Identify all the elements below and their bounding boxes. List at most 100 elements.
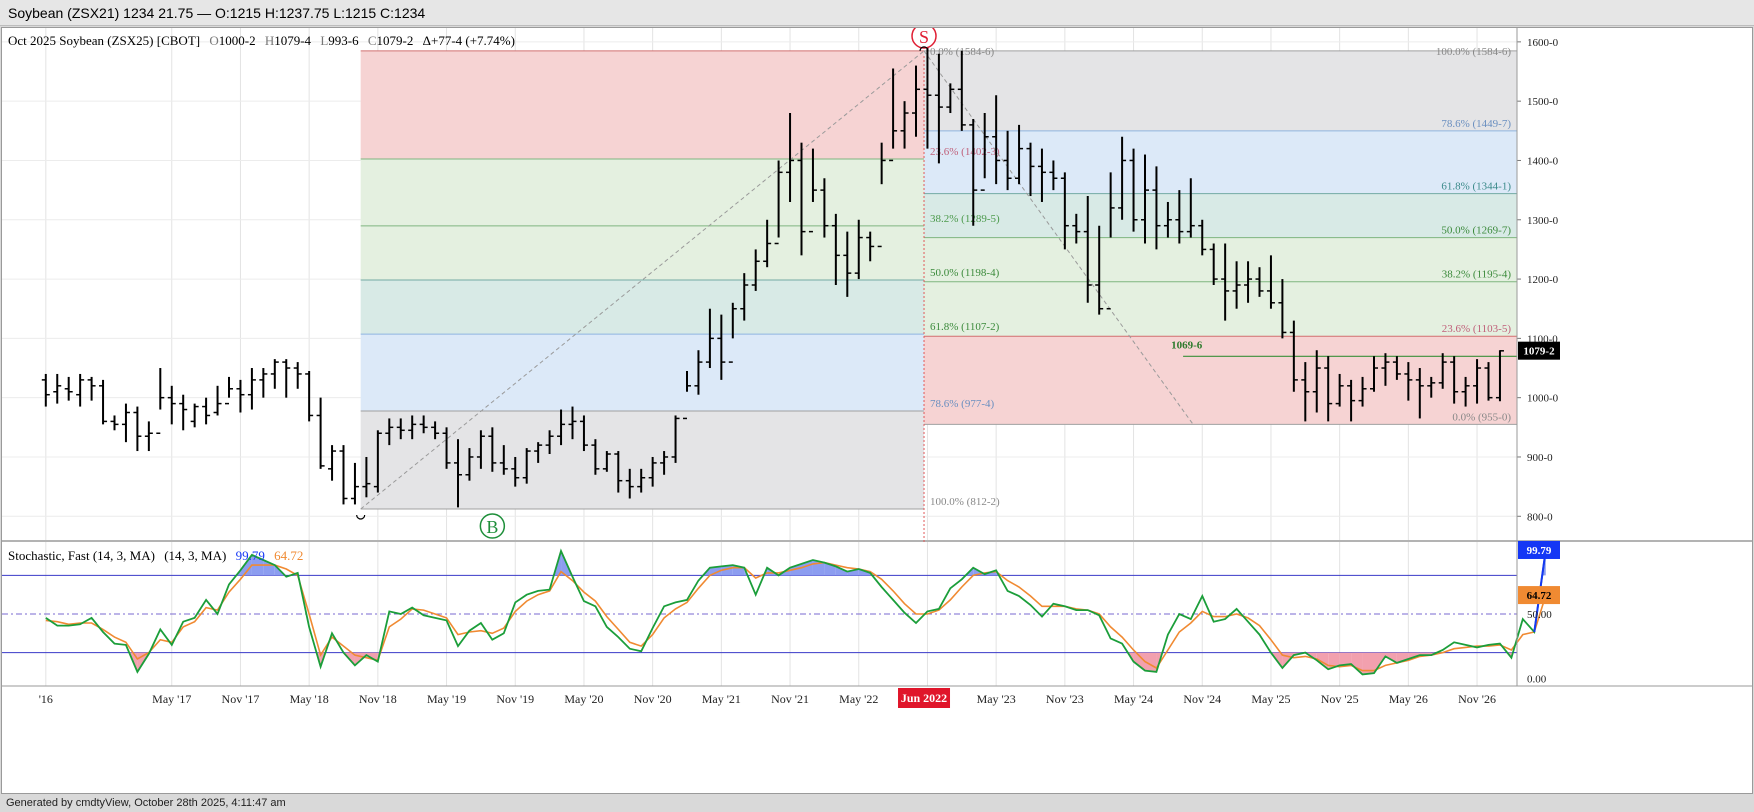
ohlc-bar[interactable] [76, 373, 85, 407]
ohlc-bar[interactable] [64, 376, 73, 401]
ohlc-bar[interactable] [133, 406, 142, 452]
ohlc-bar[interactable] [831, 213, 840, 285]
ohlc-bar[interactable] [1163, 201, 1172, 238]
ohlc-bar[interactable] [190, 403, 199, 428]
ohlc-bar[interactable] [1095, 225, 1104, 315]
ohlc-bar[interactable] [557, 409, 566, 446]
ohlc-bar[interactable] [396, 418, 405, 440]
ohlc-bar[interactable] [1118, 136, 1127, 220]
ohlc-bar[interactable] [992, 95, 1001, 185]
ohlc-bar[interactable] [843, 231, 852, 297]
ohlc-bar[interactable] [1381, 353, 1390, 386]
ohlc-bar[interactable] [637, 468, 646, 493]
ohlc-bar[interactable] [350, 462, 359, 505]
ohlc-bar[interactable] [1049, 160, 1058, 191]
ohlc-bar[interactable] [1495, 350, 1504, 402]
ohlc-bar[interactable] [1015, 124, 1024, 185]
ohlc-bar[interactable] [671, 415, 680, 463]
ohlc-bar[interactable] [419, 415, 428, 434]
ohlc-bar[interactable] [854, 219, 863, 280]
stoch-k-line[interactable] [45, 548, 1547, 676]
ohlc-bar[interactable] [1198, 219, 1207, 256]
ohlc-bar[interactable] [1438, 353, 1447, 389]
ohlc-bar[interactable] [1427, 376, 1436, 398]
ohlc-bar[interactable] [225, 376, 233, 405]
ohlc-bar[interactable] [522, 448, 531, 484]
ohlc-bar[interactable] [121, 403, 130, 443]
ohlc-bar[interactable] [705, 308, 714, 369]
ohlc-bar[interactable] [259, 368, 268, 398]
ohlc-bar[interactable] [1278, 279, 1287, 339]
ohlc-bar[interactable] [1358, 376, 1367, 407]
ohlc-bar[interactable] [545, 430, 554, 455]
ohlc-bar[interactable] [316, 397, 325, 469]
ohlc-bar[interactable] [877, 142, 886, 248]
ohlc-bar[interactable] [1324, 356, 1333, 422]
ohlc-bar[interactable] [900, 101, 909, 149]
ohlc-bar[interactable] [808, 148, 817, 233]
ohlc-bar[interactable] [41, 373, 50, 407]
ohlc-bar[interactable] [1461, 376, 1470, 407]
ohlc-bar[interactable] [270, 359, 279, 389]
ohlc-bar[interactable] [339, 445, 348, 505]
ohlc-bar[interactable] [1003, 130, 1012, 191]
ohlc-bar[interactable] [1415, 368, 1424, 419]
ohlc-bar[interactable] [305, 370, 314, 422]
ohlc-bar[interactable] [751, 249, 760, 291]
ohlc-bar[interactable] [1255, 267, 1264, 297]
ohlc-bar[interactable] [1175, 190, 1184, 244]
ohlc-bar[interactable] [499, 445, 508, 475]
chart-svg[interactable]: 0.0% (1584-6)23.6% (1402-3)38.2% (1289-5… [2, 23, 1752, 793]
ohlc-bar[interactable] [660, 451, 669, 475]
ohlc-bar[interactable] [1301, 362, 1310, 422]
ohlc-bar[interactable] [980, 113, 989, 191]
ohlc-bar[interactable] [786, 113, 795, 202]
ohlc-bar[interactable] [99, 379, 108, 425]
ohlc-bar[interactable] [476, 430, 485, 469]
ohlc-bar[interactable] [797, 142, 806, 256]
ohlc-bar[interactable] [144, 421, 153, 452]
ohlc-bar[interactable] [1289, 320, 1298, 392]
ohlc-bar[interactable] [934, 53, 943, 164]
ohlc-bar[interactable] [602, 451, 611, 472]
ohlc-bar[interactable] [373, 430, 382, 493]
ohlc-bar[interactable] [717, 314, 726, 380]
ohlc-bar[interactable] [579, 415, 588, 452]
chart-frame[interactable]: 0.0% (1584-6) 23.6% (1402-3) 38.2% (1289-5… [1, 23, 1753, 794]
ohlc-bar[interactable] [1209, 243, 1218, 285]
ohlc-bar[interactable] [774, 160, 783, 245]
ohlc-bar[interactable] [488, 427, 497, 472]
ohlc-bar[interactable] [1232, 261, 1241, 309]
ohlc-bar[interactable] [1312, 350, 1321, 413]
ohlc-bar[interactable] [247, 368, 256, 410]
ohlc-bar[interactable] [167, 385, 176, 425]
ohlc-bar[interactable] [1083, 196, 1092, 303]
ohlc-bar[interactable] [912, 65, 920, 137]
ohlc-bar[interactable] [866, 231, 875, 262]
ohlc-bar[interactable] [969, 118, 978, 226]
ohlc-bar[interactable] [740, 273, 749, 321]
ohlc-bar[interactable] [1152, 166, 1161, 250]
ohlc-bar[interactable] [820, 178, 829, 238]
ohlc-bar[interactable] [408, 415, 417, 440]
ohlc-bar[interactable] [957, 50, 966, 131]
ohlc-bar[interactable] [683, 370, 691, 420]
ohlc-bar[interactable] [1060, 172, 1069, 250]
ohlc-bar[interactable] [179, 394, 188, 431]
ohlc-bar[interactable] [53, 373, 62, 404]
ohlc-bar[interactable] [465, 448, 474, 481]
ohlc-bar[interactable] [87, 376, 96, 401]
ohlc-bar[interactable] [282, 359, 291, 398]
ohlc-bar[interactable] [1266, 255, 1275, 309]
ohlc-bar[interactable] [362, 456, 371, 498]
ohlc-bar[interactable] [385, 418, 394, 446]
ohlc-bar[interactable] [1244, 261, 1253, 303]
ohlc-bar[interactable] [923, 41, 932, 149]
ohlc-bar[interactable] [1404, 362, 1413, 401]
ohlc-bar[interactable] [1072, 213, 1081, 244]
ohlc-bar[interactable] [293, 362, 302, 389]
ohlc-bar[interactable] [1484, 362, 1493, 401]
ohlc-bar[interactable] [1026, 142, 1035, 197]
ohlc-bar[interactable] [511, 456, 520, 487]
ohlc-bar[interactable] [614, 451, 623, 493]
